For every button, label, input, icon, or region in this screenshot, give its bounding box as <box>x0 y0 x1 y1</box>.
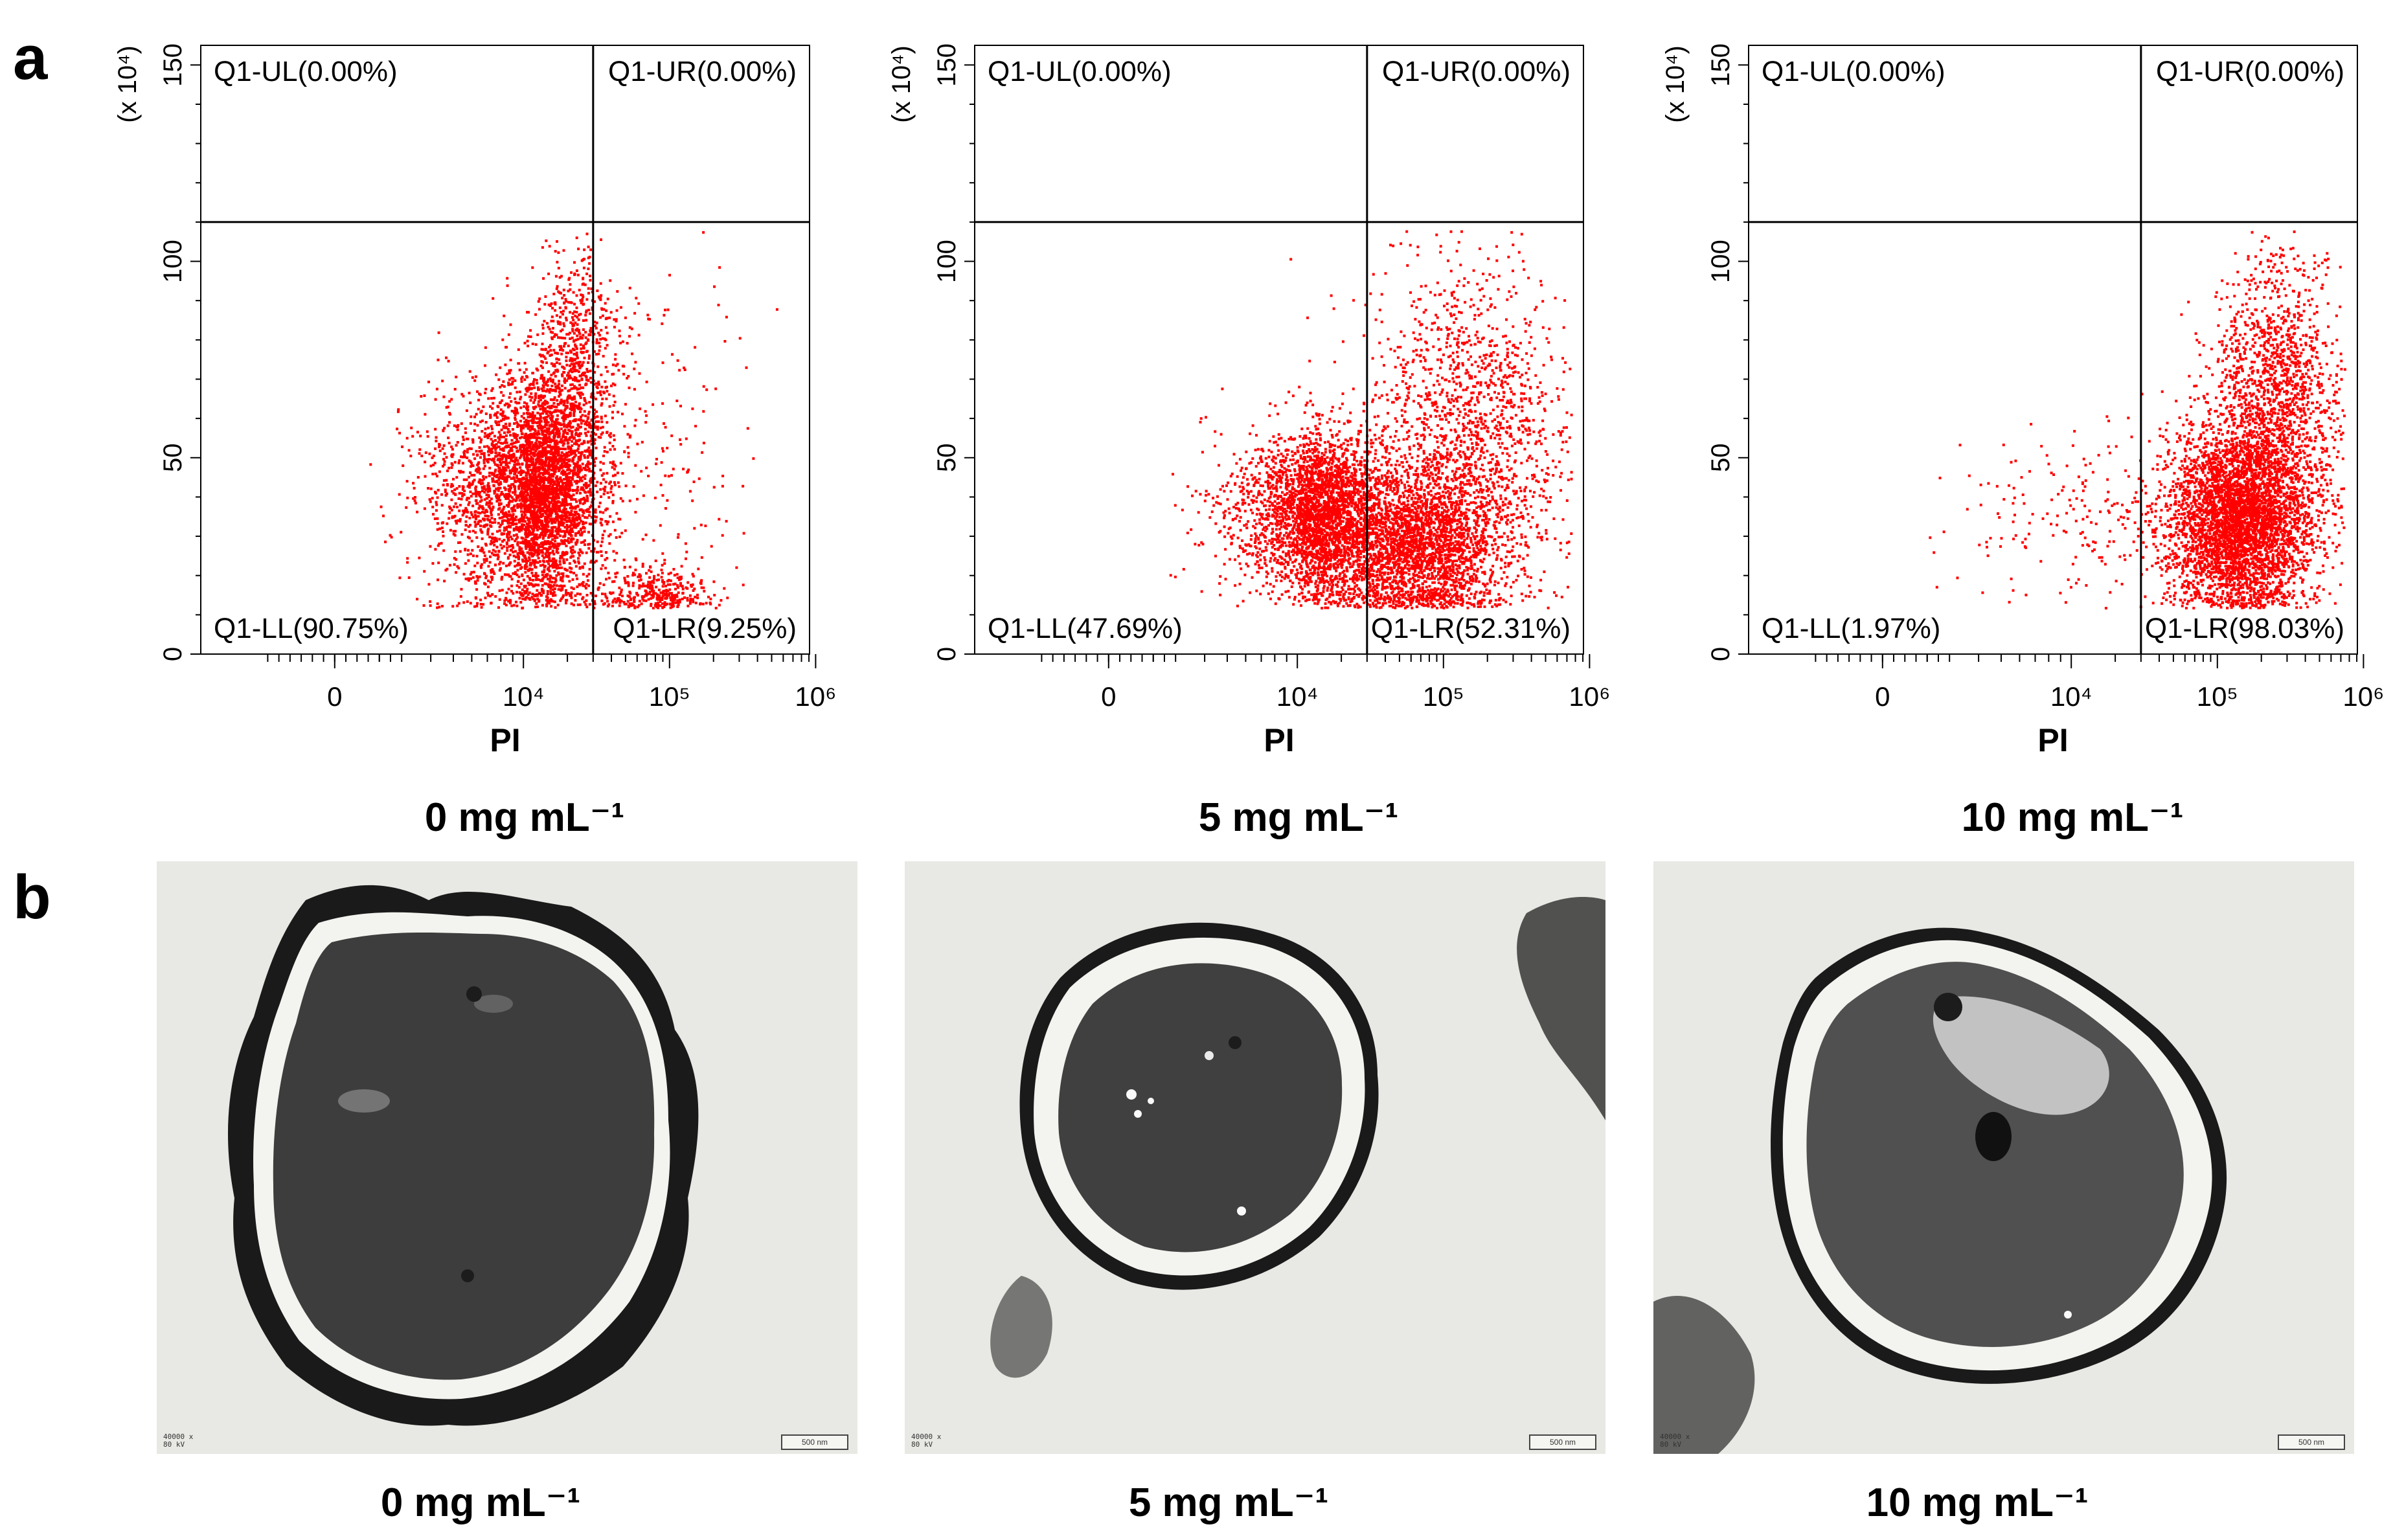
quadrant-label-upper-left: Q1-UL(0.00%) <box>988 56 1172 87</box>
x-tick-label: 0 <box>1101 681 1116 712</box>
point-cluster-1 <box>2180 230 2346 609</box>
y-multiplier: (x 10⁴) <box>113 45 142 122</box>
x-tick-label: 10⁴ <box>1276 681 1319 712</box>
plot-frame <box>200 45 810 655</box>
quadrant-label-lower-left: Q1-LL(47.69%) <box>988 613 1183 644</box>
tem-condition-label-10mg: 10 mg mL⁻¹ <box>1866 1480 2089 1525</box>
tem-condition-label-0mg: 0 mg mL⁻¹ <box>380 1480 581 1525</box>
point-cluster-3 <box>436 231 778 609</box>
y-tick-label: 150 <box>933 43 961 87</box>
scale-bar-0mg: 500 nm <box>781 1434 848 1450</box>
cluster-dots <box>1929 415 2179 610</box>
quadrant-label-upper-left: Q1-UL(0.00%) <box>214 56 398 87</box>
plot-frame <box>974 45 1584 655</box>
data-points <box>369 231 778 610</box>
y-tick-label: 0 <box>1707 647 1735 661</box>
quadrant-label-lower-right: Q1-LR(52.31%) <box>1371 613 1571 644</box>
y-tick-label: 100 <box>1707 240 1735 283</box>
x-tick-label: 10⁶ <box>2342 681 2384 712</box>
data-points <box>1929 230 2346 610</box>
x-axis-label: PI <box>1264 722 1294 758</box>
tem-image-0mg: 40000 x 80 kV 500 nm <box>157 861 857 1454</box>
x-tick-label: 10⁴ <box>2050 681 2092 712</box>
quadrant-label-lower-left: Q1-LL(1.97%) <box>1762 613 1940 644</box>
data-points <box>1169 230 1573 610</box>
y-tick-label: 0 <box>159 647 187 661</box>
tem-image-10mg: 40000 x 80 kV 500 nm <box>1653 861 2354 1454</box>
cluster-dots <box>2180 230 2346 609</box>
panel-b-letter: b <box>13 863 51 932</box>
cluster-dots <box>570 550 745 609</box>
flow-plot-5mg: Q1-UL(0.00%) Q1-UR(0.00%) Q1-LL(47.69%) Q1-… <box>887 43 1610 758</box>
flow-plot-10mg: Q1-UL(0.00%) Q1-UR(0.00%) Q1-LL(1.97%) Q1-L… <box>1661 43 2384 758</box>
quadrant-label-lower-left: Q1-LL(90.75%) <box>214 613 409 644</box>
x-tick-label: 0 <box>1875 681 1890 712</box>
cytoplasm <box>1058 963 1343 1252</box>
cluster-dots <box>436 231 778 609</box>
x-tick-label: 10⁵ <box>2197 681 2238 712</box>
x-tick-label: 10⁵ <box>1423 681 1464 712</box>
flow-condition-label-0mg: 0 mg mL⁻¹ <box>424 795 625 840</box>
x-tick-label: 10⁶ <box>1569 681 1610 712</box>
scale-bar-10mg: 500 nm <box>2278 1434 2345 1450</box>
x-tick-label: 0 <box>327 681 342 712</box>
x-axis-label: PI <box>490 722 520 758</box>
tem-meta-10mg: 40000 x 80 kV <box>1660 1432 1690 1449</box>
scale-bar-5mg: 500 nm <box>1529 1434 1596 1450</box>
point-cluster-0 <box>2099 344 2346 609</box>
x-axis-label: PI <box>2037 722 2068 758</box>
y-multiplier: (x 10⁴) <box>1661 45 1690 122</box>
tem-image-5mg: 40000 x 80 kV 500 nm <box>905 861 1605 1454</box>
plot-frame <box>1748 45 2358 655</box>
point-cluster-2 <box>1929 415 2179 610</box>
y-multiplier: (x 10⁴) <box>887 45 916 122</box>
point-cluster-1 <box>1222 417 1562 610</box>
quadrant-label-upper-left: Q1-UL(0.00%) <box>1762 56 1945 87</box>
cluster-dots <box>2099 344 2346 609</box>
cytoplasm <box>273 932 655 1380</box>
y-tick-label: 150 <box>1707 43 1735 87</box>
point-cluster-0 <box>369 273 647 610</box>
tem-meta-5mg: 40000 x 80 kV <box>911 1432 942 1449</box>
quadrant-label-lower-right: Q1-LR(98.03%) <box>2145 613 2344 644</box>
flow-plot-0mg: Q1-UL(0.00%) Q1-UR(0.00%) Q1-LL(90.75%) Q1-… <box>113 43 836 758</box>
flow-condition-label-5mg: 5 mg mL⁻¹ <box>1198 795 1399 840</box>
x-tick-label: 10⁶ <box>795 681 836 712</box>
cluster-dots <box>369 273 647 610</box>
quadrant-label-upper-right: Q1-UR(0.00%) <box>608 56 797 87</box>
y-tick-label: 100 <box>933 240 961 283</box>
quadrant-label-lower-right: Q1-LR(9.25%) <box>613 613 797 644</box>
tem-meta-0mg: 40000 x 80 kV <box>163 1432 194 1449</box>
quadrant-label-upper-right: Q1-UR(0.00%) <box>2156 56 2344 87</box>
cluster-dots <box>1222 417 1562 610</box>
point-cluster-2 <box>570 550 745 609</box>
tem-condition-label-5mg: 5 mg mL⁻¹ <box>1128 1480 1329 1525</box>
y-tick-label: 50 <box>933 444 961 473</box>
y-tick-label: 100 <box>159 240 187 283</box>
quadrant-label-upper-right: Q1-UR(0.00%) <box>1382 56 1571 87</box>
y-tick-label: 50 <box>1707 444 1735 473</box>
y-tick-label: 150 <box>159 43 187 87</box>
flow-condition-label-10mg: 10 mg mL⁻¹ <box>1961 795 2184 840</box>
panel-a-letter: a <box>13 23 48 93</box>
x-tick-label: 10⁴ <box>503 681 545 712</box>
y-tick-label: 0 <box>933 647 961 661</box>
x-tick-label: 10⁵ <box>649 681 690 712</box>
y-tick-label: 50 <box>159 444 187 473</box>
